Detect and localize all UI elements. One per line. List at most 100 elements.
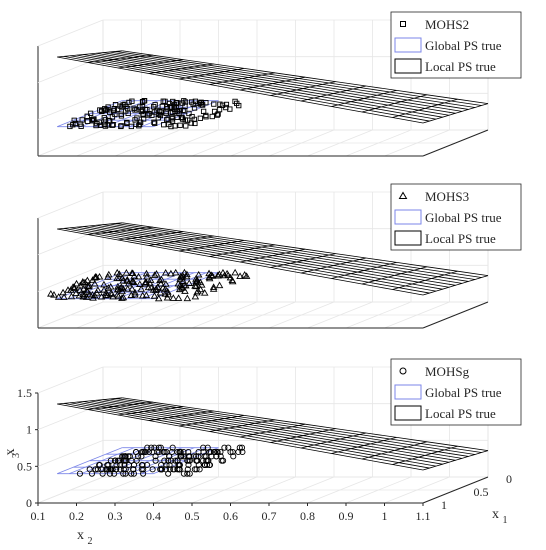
data-point [114,106,121,112]
data-point [175,461,182,469]
data-point [88,276,97,283]
data-point [207,271,216,278]
surface-line [118,231,184,241]
data-point [223,101,230,108]
data-point [114,292,123,300]
data-point [76,286,84,293]
data-point [163,108,169,115]
data-point [104,270,113,278]
data-point [195,461,202,469]
data-point [169,444,176,451]
legend-label: Local PS true [425,406,496,421]
data-point [133,107,140,113]
data-point [174,457,181,464]
surface-line [361,441,428,460]
legend-box [390,358,522,426]
data-point [181,98,187,104]
x1-axis-line [422,129,489,157]
data-point [129,98,135,104]
data-point [239,448,246,456]
data-point [144,283,153,291]
data-point [145,112,151,118]
surface-line [392,98,458,118]
legend: MOHSg Global PS true Local PS true [390,358,522,426]
data-point [161,290,170,297]
data-point [117,461,124,469]
axis-labels: 0.1 0.2 0.3 0.4 0.5 0.6 0.7 0.8 0.9 1 1.1 1 0.5 0 0 0.5… [3,386,512,547]
global-ps-line [81,100,147,128]
data-point [152,269,161,277]
data-point [203,114,209,120]
data-point [91,116,97,122]
data-point [80,285,88,292]
data-point [165,470,172,477]
x2-tick-label: 0.4 [146,509,161,523]
data-point [142,448,149,456]
data-point [236,272,244,279]
data-point [219,102,226,108]
surface-line [118,406,184,416]
data-point [118,274,127,281]
legend-swatch [394,405,422,421]
data-point [183,123,189,129]
data-point [184,470,191,477]
data-point [112,457,119,464]
data-point [115,270,124,277]
data-point [128,277,136,285]
data-point [200,448,207,456]
data-point [231,268,239,276]
data-point [174,466,181,473]
data-point [180,107,186,113]
data-point [152,457,159,464]
legend-label: MOHS3 [425,189,469,204]
data-point [156,448,163,456]
data-point [162,98,168,105]
x2-tick-label: 0.2 [69,509,84,523]
surface-line [300,85,367,102]
data-point [118,111,124,117]
data-point [158,466,165,473]
data-point [124,120,130,126]
chart-panel-1: MOHS2 Global PS true Local PS true [37,11,522,157]
data-point [130,272,139,279]
data-point [119,453,126,460]
data-point [191,105,198,111]
surface-line [361,94,428,113]
data-point [209,113,215,120]
data-point [134,272,143,280]
data-point [128,123,135,130]
data-point [107,457,114,464]
data-point [109,292,117,300]
data-point [196,278,205,286]
grid-line [37,191,104,219]
data-point [136,280,144,287]
data-point [131,288,139,296]
data-point [102,289,110,296]
data-point [214,272,222,279]
data-point [155,115,161,121]
data-point [166,461,173,469]
x1-tick-label: 1 [441,498,447,512]
local-ps-surface [57,50,489,124]
grid-line [37,403,104,431]
data-point [144,461,151,469]
data-point [106,282,115,290]
legend-marker [398,191,408,199]
data-point [67,123,73,130]
data-point [189,113,195,120]
data-point [135,453,142,460]
legend-swatch [394,58,422,74]
data-point [161,122,167,128]
data-point [119,284,127,292]
data-point [157,280,165,287]
data-point [137,104,143,110]
local-ps-surface [57,397,489,471]
legend: MOHS3 Global PS true Local PS true [390,183,522,251]
data-point [185,448,192,456]
legend-label: Local PS true [425,59,496,74]
data-point [211,101,217,107]
surface-line [270,253,336,268]
data-point [185,279,193,286]
data-point [90,279,99,287]
data-point [142,269,151,277]
